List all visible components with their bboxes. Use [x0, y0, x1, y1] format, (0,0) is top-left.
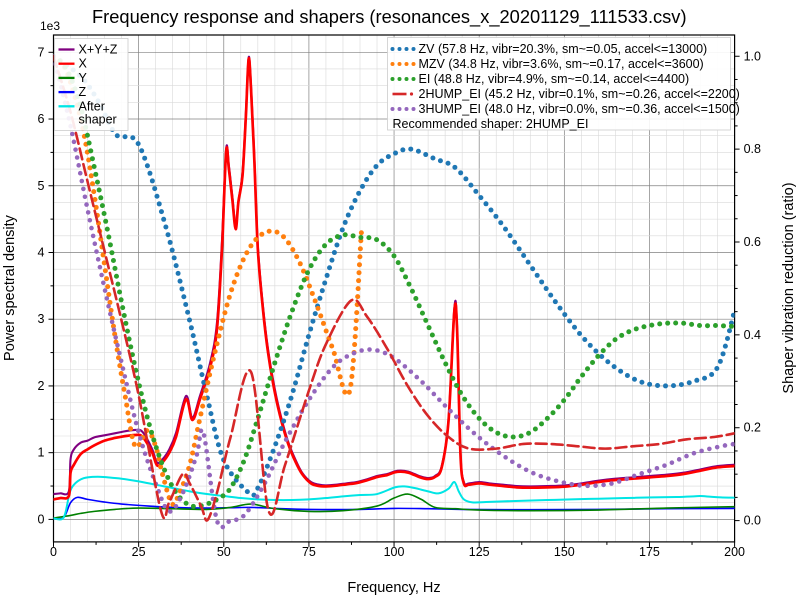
svg-text:MZV (34.8 Hz, vibr=3.6%, sm~=0: MZV (34.8 Hz, vibr=3.6%, sm~=0.17, accel…	[419, 57, 704, 71]
svg-text:X: X	[79, 57, 88, 71]
svg-text:X+Y+Z: X+Y+Z	[79, 43, 118, 57]
svg-text:Y: Y	[79, 71, 88, 85]
svg-text:75: 75	[302, 545, 316, 559]
svg-text:shaper: shaper	[79, 113, 117, 127]
svg-text:200: 200	[724, 545, 745, 559]
svg-text:ZV (57.8 Hz, vibr=20.3%, sm~=0: ZV (57.8 Hz, vibr=20.3%, sm~=0.05, accel…	[419, 42, 708, 56]
svg-text:0: 0	[38, 512, 45, 526]
svg-text:Frequency response and shapers: Frequency response and shapers (resonanc…	[92, 6, 687, 28]
svg-text:25: 25	[132, 545, 146, 559]
svg-text:50: 50	[217, 545, 231, 559]
svg-text:7: 7	[38, 45, 45, 59]
svg-text:0.8: 0.8	[744, 142, 761, 156]
svg-text:5: 5	[38, 179, 45, 193]
svg-text:175: 175	[639, 545, 660, 559]
svg-text:1.0: 1.0	[744, 49, 761, 63]
svg-text:150: 150	[554, 545, 575, 559]
svg-text:After: After	[79, 99, 105, 113]
svg-text:0.0: 0.0	[744, 514, 761, 528]
svg-text:4: 4	[38, 245, 45, 259]
svg-text:0.6: 0.6	[744, 235, 761, 249]
svg-text:1e3: 1e3	[40, 19, 60, 33]
svg-text:6: 6	[38, 112, 45, 126]
svg-text:1: 1	[38, 446, 45, 460]
svg-text:0: 0	[50, 545, 57, 559]
svg-text:125: 125	[469, 545, 490, 559]
svg-text:Shaper vibration reduction (ra: Shaper vibration reduction (ratio)	[781, 182, 797, 393]
svg-text:Recommended shaper: 2HUMP_EI: Recommended shaper: 2HUMP_EI	[393, 117, 589, 131]
svg-text:2: 2	[38, 379, 45, 393]
svg-text:Power spectral density: Power spectral density	[2, 214, 18, 361]
svg-text:EI (48.8 Hz, vibr=4.9%, sm~=0.: EI (48.8 Hz, vibr=4.9%, sm~=0.14, accel<…	[419, 72, 690, 86]
svg-text:3HUMP_EI (48.0 Hz, vibr=0.0%,: 3HUMP_EI (48.0 Hz, vibr=0.0%, sm~=0.36, …	[419, 102, 740, 116]
svg-text:0.4: 0.4	[744, 328, 761, 342]
svg-text:2HUMP_EI (45.2 Hz, vibr=0.1%,: 2HUMP_EI (45.2 Hz, vibr=0.1%, sm~=0.26, …	[419, 87, 740, 101]
svg-text:Frequency, Hz: Frequency, Hz	[347, 580, 440, 596]
svg-text:100: 100	[384, 545, 405, 559]
svg-text:3: 3	[38, 312, 45, 326]
svg-text:Z: Z	[79, 85, 87, 99]
svg-text:0.2: 0.2	[744, 421, 761, 435]
